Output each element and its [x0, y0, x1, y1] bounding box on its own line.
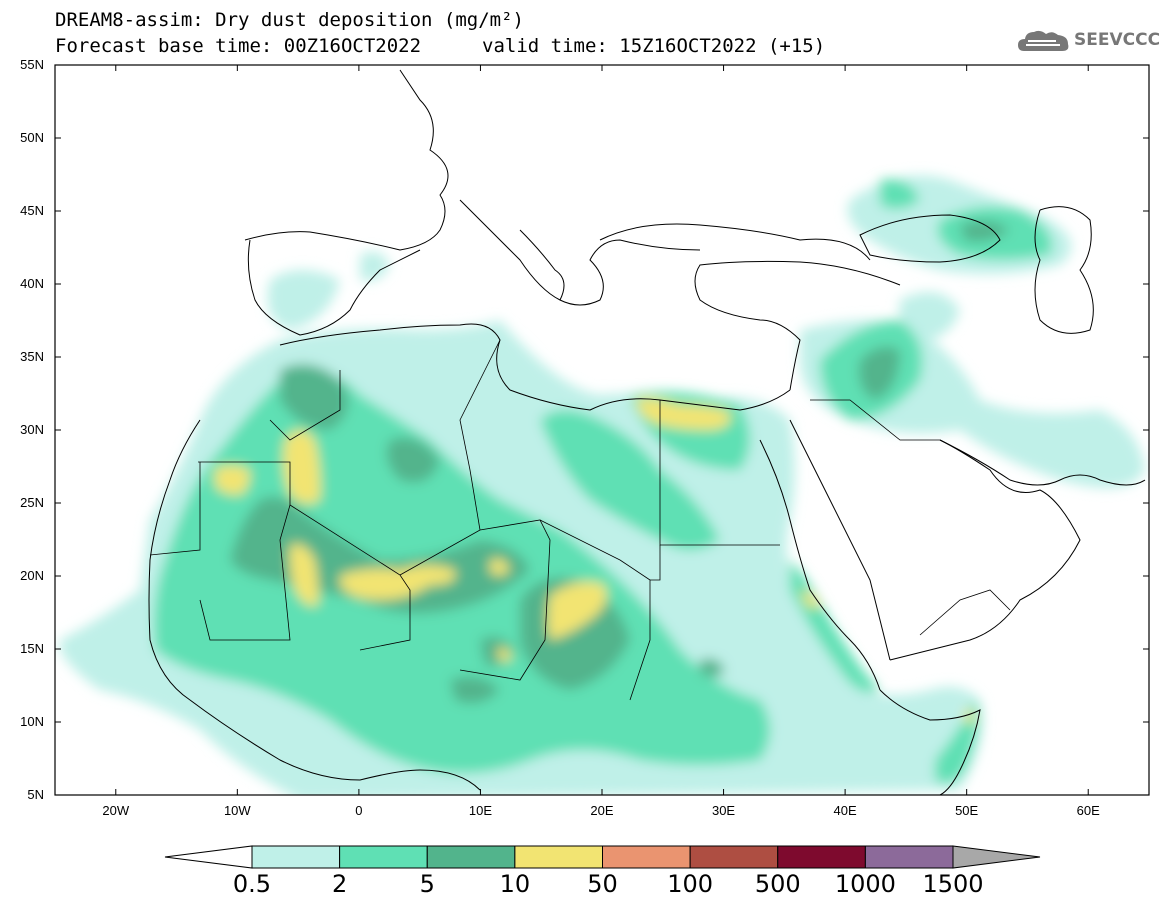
logo-text: SEEVCCC: [1074, 30, 1161, 50]
lat-label: 45N: [20, 203, 44, 218]
coastlines: [148, 69, 1146, 795]
colorbar-segment: [426, 845, 516, 869]
seevccc-logo: SEEVCCC: [1016, 27, 1160, 59]
colorbar-label: 1000: [834, 870, 896, 898]
lon-label: 0: [355, 803, 363, 818]
forecast-base-time: Forecast base time: 00Z16OCT2022: [55, 35, 422, 57]
lon-label: 30E: [711, 803, 736, 818]
lat-label: 25N: [20, 495, 44, 510]
valid-time: valid time: 15Z16OCT2022 (+15): [482, 35, 826, 57]
axis-ticks: [55, 64, 1149, 796]
colorbar-segment: [602, 845, 691, 869]
lat-label: 15N: [20, 641, 44, 656]
lon-label: 10E: [468, 803, 492, 818]
lat-label: 35N: [20, 349, 44, 364]
colorbar-label: 100: [667, 870, 714, 898]
lat-label: 10N: [20, 714, 44, 729]
colorbar-segment: [864, 845, 954, 869]
colorbar-segment: [777, 845, 866, 869]
colorbar-label: 500: [754, 870, 801, 898]
colorbar-segment: [339, 845, 428, 869]
lat-label: 5N: [27, 787, 44, 802]
colorbar: [164, 845, 1041, 869]
colorbar-label: 10: [499, 870, 531, 898]
lat-label: 30N: [20, 422, 44, 437]
colorbar-label: 5: [419, 870, 435, 898]
lat-label: 50N: [20, 130, 44, 145]
deposition-shading: [60, 175, 1145, 795]
lat-label: 55N: [20, 57, 44, 72]
lon-label: 40E: [833, 803, 857, 818]
lon-label: 20W: [102, 803, 130, 818]
lon-label: 60E: [1076, 803, 1100, 818]
colorbar-segment: [689, 845, 779, 869]
lon-label: 50E: [955, 803, 979, 818]
map-title: DREAM8-assim: Dry dust deposition (mg/m²…: [55, 9, 524, 31]
colorbar-label: 50: [587, 870, 618, 898]
colorbar-label: 0.5: [232, 870, 272, 898]
colorbar-label: 1500: [922, 870, 984, 898]
cloud-icon: [1018, 30, 1069, 51]
colorbar-segment: [251, 845, 341, 869]
colorbar-over-triangle: [952, 845, 1041, 869]
colorbar-segment: [514, 845, 603, 869]
lon-label: 20E: [590, 803, 614, 818]
lon-label: 10W: [223, 803, 251, 818]
lat-label: 20N: [20, 568, 44, 583]
lat-label: 40N: [20, 276, 44, 291]
colorbar-under-triangle: [164, 845, 253, 869]
colorbar-label: 2: [331, 870, 348, 898]
